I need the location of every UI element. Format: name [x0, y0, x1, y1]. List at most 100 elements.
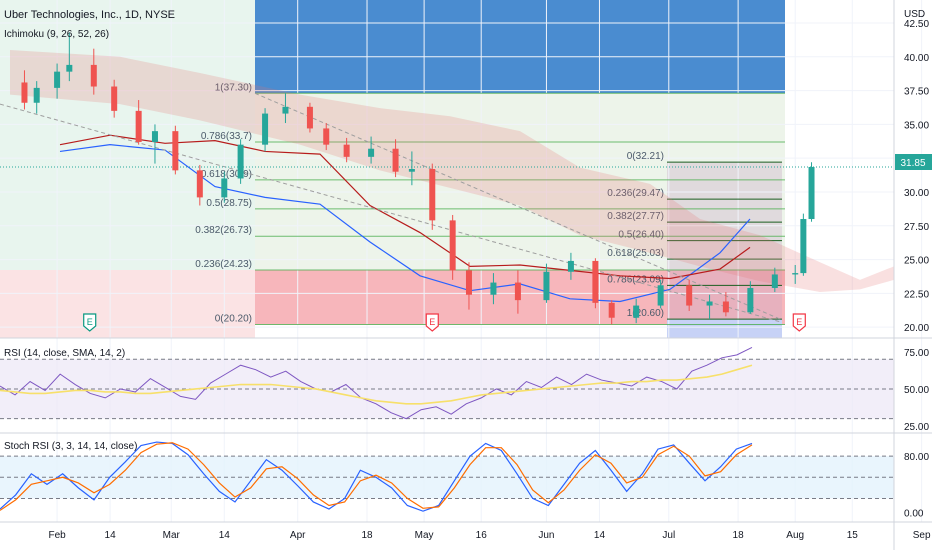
- candle-body: [90, 64, 97, 87]
- candle-body: [567, 260, 574, 272]
- candle-body: [392, 148, 399, 172]
- candle-body: [21, 82, 28, 103]
- fib-short-label: 0.618(25.03): [607, 248, 664, 259]
- candle-body: [66, 64, 73, 72]
- candle-body: [111, 86, 118, 111]
- time-tick-label: 16: [476, 530, 488, 541]
- time-tick-label: 14: [219, 530, 231, 541]
- candle-body: [808, 166, 815, 220]
- price-tick-label: 37.50: [904, 87, 929, 98]
- price-tick-label: 22.50: [904, 289, 929, 300]
- time-tick-label: Jun: [538, 530, 554, 541]
- zone-lower-red: [0, 269, 255, 338]
- rsi-tick-label: 50.00: [904, 385, 929, 396]
- fib-level-label: 0(20.20): [215, 313, 252, 324]
- candle-body: [747, 287, 754, 313]
- candle-body: [514, 282, 521, 301]
- time-tick-label: 14: [594, 530, 606, 541]
- trendline-dashed: [254, 92, 781, 320]
- price-tick-label: 27.50: [904, 222, 929, 233]
- rsi-tick-label: 75.00: [904, 348, 929, 359]
- rsi-tick-label: 25.00: [904, 422, 929, 433]
- stoch-rsi-label[interactable]: Stoch RSI (3, 3, 14, 14, close): [4, 441, 137, 452]
- fib-level-label: 1(37.30): [215, 82, 252, 93]
- candle-body: [151, 131, 158, 142]
- candle-body: [306, 106, 313, 129]
- fib-short-label: 1(20.60): [627, 308, 664, 319]
- fib-short-label: 0.236(29.47): [607, 188, 664, 199]
- fib-level-label: 0.618(30.9): [201, 169, 252, 180]
- candle-body: [54, 71, 61, 88]
- stoch-tick-label: 0.00: [904, 509, 924, 520]
- chart-title: Uber Technologies, Inc., 1D, NYSE: [4, 9, 175, 21]
- earnings-marker-label: E: [87, 317, 93, 327]
- time-tick-label: 18: [361, 530, 373, 541]
- stoch-d-line: [0, 442, 753, 511]
- time-tick-label: May: [415, 530, 434, 541]
- time-tick-label: 18: [733, 530, 745, 541]
- fib-level-label: 0.236(24.23): [195, 259, 252, 270]
- candle-body: [686, 285, 693, 306]
- candle-body: [592, 260, 599, 303]
- candle-body: [33, 87, 40, 103]
- ichimoku-cloud: [10, 50, 894, 293]
- earnings-marker: [83, 313, 97, 332]
- time-tick-label: 15: [847, 530, 859, 541]
- ichimoku-label[interactable]: Ichimoku (9, 26, 52, 26): [4, 29, 109, 40]
- candle-body: [408, 169, 415, 172]
- candle-body: [343, 144, 350, 157]
- candle-body: [543, 271, 550, 301]
- candle-body: [323, 128, 330, 145]
- stoch-k-line: [0, 441, 753, 512]
- candle-body: [368, 148, 375, 157]
- candle-body: [429, 169, 436, 221]
- rsi-line: [0, 346, 753, 420]
- candle-body: [449, 220, 456, 271]
- earnings-marker-label: E: [429, 317, 435, 327]
- price-tick-label: 42.50: [904, 19, 929, 30]
- earnings-marker: [792, 313, 806, 332]
- fib-short-label: 0.5(26.40): [618, 230, 664, 241]
- time-tick-label: Jul: [662, 530, 675, 541]
- candle-body: [282, 106, 289, 114]
- fib-level-label: 0.786(33.7): [201, 131, 252, 142]
- candle-body: [792, 273, 799, 275]
- time-tick-label: Aug: [786, 530, 804, 541]
- rsi-label[interactable]: RSI (14, close, SMA, 14, 2): [4, 348, 125, 359]
- time-tick-label: Apr: [290, 530, 306, 541]
- fib-short-label: 0(32.21): [627, 151, 664, 162]
- candle-body: [633, 305, 640, 318]
- candle-body: [465, 270, 472, 295]
- candle-body: [608, 302, 615, 318]
- zone-upper-green: [0, 0, 255, 270]
- earnings-marker-label: E: [796, 317, 802, 327]
- candle-body: [237, 144, 244, 179]
- time-tick-label: 14: [105, 530, 117, 541]
- time-tick-label: Sep: [913, 530, 931, 541]
- price-tick-label: 30.00: [904, 188, 929, 199]
- time-tick-label: Feb: [48, 530, 66, 541]
- fib-level-label: 0.5(28.75): [206, 198, 252, 209]
- fib-short-label: 0.382(27.77): [607, 211, 664, 222]
- time-tick-label: Mar: [163, 530, 181, 541]
- candle-body: [706, 301, 713, 306]
- candle-body: [135, 110, 142, 142]
- fib-level-label: 0.382(26.73): [195, 225, 252, 236]
- price-tick-label: 40.00: [904, 53, 929, 64]
- candle-body: [221, 178, 228, 198]
- candle-body: [196, 170, 203, 198]
- fib-short-label: 0.786(23.09): [607, 274, 664, 285]
- stoch-tick-label: 80.00: [904, 452, 929, 463]
- candle-body: [262, 113, 269, 145]
- candle-body: [800, 219, 807, 274]
- candle-body: [657, 285, 664, 306]
- price-tick-label: 35.00: [904, 120, 929, 131]
- candle-body: [172, 131, 179, 171]
- zone-blue-top: [255, 0, 785, 94]
- currency-label: USD: [904, 9, 925, 20]
- last-price-badge: [895, 154, 932, 170]
- candle-body: [771, 274, 778, 288]
- candle-body: [722, 301, 729, 313]
